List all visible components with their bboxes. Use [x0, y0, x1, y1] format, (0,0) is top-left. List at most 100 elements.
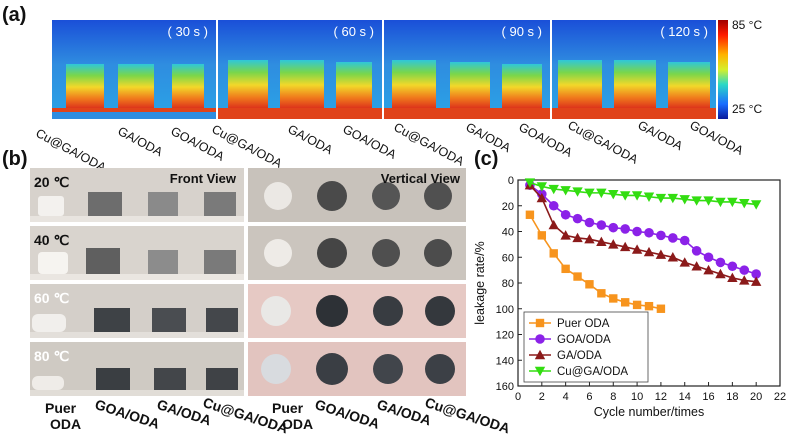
data-point	[584, 188, 595, 199]
vertical-view-photo-60c	[248, 284, 466, 338]
temperature-label: 40 ℃	[34, 232, 70, 248]
data-point	[560, 230, 571, 240]
thermal-image	[552, 20, 716, 119]
leakage-rate-chart: 0 2 4 6 8 10 12 14 16 18 20 22 0 20 40 60 80 100 120 140 160…	[473, 175, 786, 419]
photo-image	[30, 226, 244, 280]
sample-label-puer-oda: Puer ODA	[40, 400, 81, 432]
data-point	[548, 200, 559, 211]
sample-label: Cu@GA/ODA	[565, 118, 641, 167]
data-point	[739, 198, 750, 209]
y-tick-label: 0	[508, 175, 514, 187]
legend-marker	[535, 318, 545, 328]
data-point	[751, 269, 761, 279]
thermal-frame-120s: ( 120 s )	[552, 20, 716, 119]
data-point	[703, 264, 714, 275]
colorbar-min-label: 25 °C	[732, 102, 763, 116]
photo-image	[248, 284, 466, 338]
legend-label: Cu@GA/ODA	[557, 366, 628, 378]
data-point	[584, 217, 595, 228]
data-point	[620, 298, 630, 307]
y-tick-label: 160	[496, 381, 514, 393]
panel-c-label: (c)	[474, 148, 499, 170]
photo-image	[248, 226, 466, 280]
data-point	[561, 264, 570, 274]
label-line: ODA	[50, 416, 82, 432]
y-tick-label: 140	[496, 355, 514, 367]
time-label: ( 30 s )	[167, 24, 208, 39]
data-point	[715, 257, 726, 268]
data-point	[572, 232, 583, 243]
data-point	[691, 261, 702, 271]
sample-label-goa-oda-vertical: GOA/ODA	[313, 396, 382, 432]
data-point	[632, 226, 642, 237]
y-tick-label: 20	[502, 201, 514, 213]
data-point	[584, 234, 595, 244]
sample-label-goa-oda: GOA/ODA	[93, 396, 162, 432]
thermal-frame-60s: ( 60 s )	[218, 20, 382, 119]
data-point	[679, 195, 690, 205]
data-point	[549, 249, 558, 258]
y-axis-label: leakage rate/%	[473, 241, 487, 324]
data-point	[572, 187, 583, 197]
front-view-photo-60c: 60 ℃	[30, 284, 244, 338]
temperature-colorbar	[718, 20, 728, 119]
sample-label: GA/ODA	[115, 124, 165, 160]
y-tick-label: 60	[502, 252, 514, 264]
data-point	[656, 304, 666, 313]
data-point	[525, 210, 535, 219]
label-line: ODA	[282, 416, 314, 432]
photo-image	[30, 284, 244, 338]
data-point	[691, 246, 702, 256]
data-point	[750, 276, 762, 286]
thermal-frame-90s: ( 90 s )	[384, 20, 550, 119]
photo-image	[30, 342, 244, 396]
sample-label: GOA/ODA	[340, 122, 399, 162]
data-point	[644, 227, 654, 238]
front-view-photo-40c: 40 ℃	[30, 226, 244, 280]
data-point	[620, 224, 630, 234]
data-point	[631, 191, 643, 201]
temperature-label: 60 ℃	[34, 290, 70, 306]
data-point	[560, 209, 571, 220]
vertical-view-photo-80c	[248, 342, 466, 396]
data-point	[691, 196, 702, 206]
data-point	[655, 193, 667, 204]
data-point	[703, 252, 714, 263]
thermal-frame-30s: ( 30 s )	[52, 20, 216, 119]
vertical-view-title: Vertical View	[380, 171, 460, 186]
sample-label: Cu@GA/ODA	[391, 120, 467, 169]
data-point	[597, 289, 606, 298]
data-point	[668, 233, 678, 243]
sample-label: GA/ODA	[635, 118, 685, 154]
data-point	[643, 192, 655, 202]
photo-image	[248, 342, 466, 396]
data-point	[679, 257, 690, 267]
data-point	[536, 182, 548, 192]
data-point	[727, 197, 738, 208]
x-axis-label: Cycle number/times	[594, 405, 704, 419]
data-point	[573, 272, 582, 281]
x-tick-label: 0	[515, 391, 521, 403]
data-point	[548, 219, 559, 230]
data-point	[608, 222, 619, 233]
sample-label: Cu@GA/ODA	[209, 122, 285, 171]
legend-label: GA/ODA	[557, 350, 602, 362]
data-point	[739, 265, 750, 275]
sample-label-puer-oda-vertical: Puer ODA	[272, 400, 313, 432]
sample-label: GOA/ODA	[687, 118, 746, 158]
legend-marker	[535, 334, 545, 344]
panel-b-label: (b)	[2, 148, 28, 170]
data-point	[715, 268, 726, 279]
x-tick-label: 6	[586, 391, 592, 403]
y-tick-label: 80	[502, 278, 514, 290]
x-tick-label: 2	[539, 391, 545, 403]
time-label: ( 60 s )	[333, 24, 374, 39]
time-label: ( 120 s )	[660, 24, 708, 39]
legend-label: Puer ODA	[557, 318, 610, 330]
legend-label: GOA/ODA	[557, 334, 611, 346]
data-point	[608, 189, 619, 200]
data-point	[632, 300, 642, 310]
x-tick-label: 22	[774, 391, 786, 403]
y-tick-label: 100	[496, 304, 514, 316]
data-point	[548, 184, 559, 195]
